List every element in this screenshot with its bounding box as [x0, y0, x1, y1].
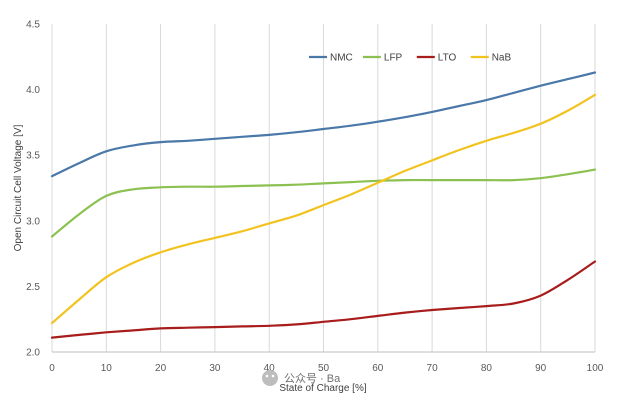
wechat-icon-eye-left: [265, 374, 269, 378]
x-axis-ticks: 0 10 20 30 40 50 60 70 80 90 100: [49, 363, 604, 374]
x-tick-label: 90: [535, 363, 547, 374]
x-tick-label: 80: [481, 363, 493, 374]
watermark: 公众号 · Ba: [262, 370, 341, 386]
x-tick-label: 40: [264, 363, 276, 374]
y-tick-label: 3.0: [26, 216, 40, 227]
legend-label-nab: NaB: [492, 53, 512, 64]
x-tick-label: 50: [318, 363, 330, 374]
y-tick-label: 4.0: [26, 85, 40, 96]
legend-label-nmc: NMC: [330, 53, 353, 64]
legend-label-lto: LTO: [438, 53, 457, 64]
series-line-lfp: [50, 168, 597, 238]
y-tick-label: 2.0: [26, 348, 40, 359]
y-axis-ticks: 2.0 2.5 3.0 3.5 4.0 4.5: [26, 20, 40, 359]
x-tick-label: 0: [49, 363, 55, 374]
series-lines: [50, 71, 597, 339]
legend: NMC LFP LTO NaB: [309, 53, 511, 64]
series-line-nmc: [50, 71, 597, 178]
y-tick-label: 2.5: [26, 282, 40, 293]
x-tick-label: 100: [587, 363, 604, 374]
x-tick-label: 70: [427, 363, 439, 374]
series-line-nab: [50, 93, 597, 325]
wechat-icon-eye-right: [271, 374, 275, 378]
y-tick-label: 3.5: [26, 151, 40, 162]
x-tick-label: 60: [372, 363, 384, 374]
x-tick-label: 20: [155, 363, 167, 374]
x-tick-label: 30: [209, 363, 221, 374]
y-tick-label: 4.5: [26, 20, 40, 31]
x-tick-label: 10: [101, 363, 113, 374]
watermark-text: 公众号 · Ba: [284, 372, 341, 385]
wechat-icon: [262, 370, 278, 386]
y-axis-title: Open Circuit Cell Voltage [V]: [13, 124, 24, 251]
x-axis-title: State of Charge [%]: [279, 383, 366, 394]
series-line-lto: [50, 260, 597, 339]
legend-label-lfp: LFP: [384, 53, 403, 64]
